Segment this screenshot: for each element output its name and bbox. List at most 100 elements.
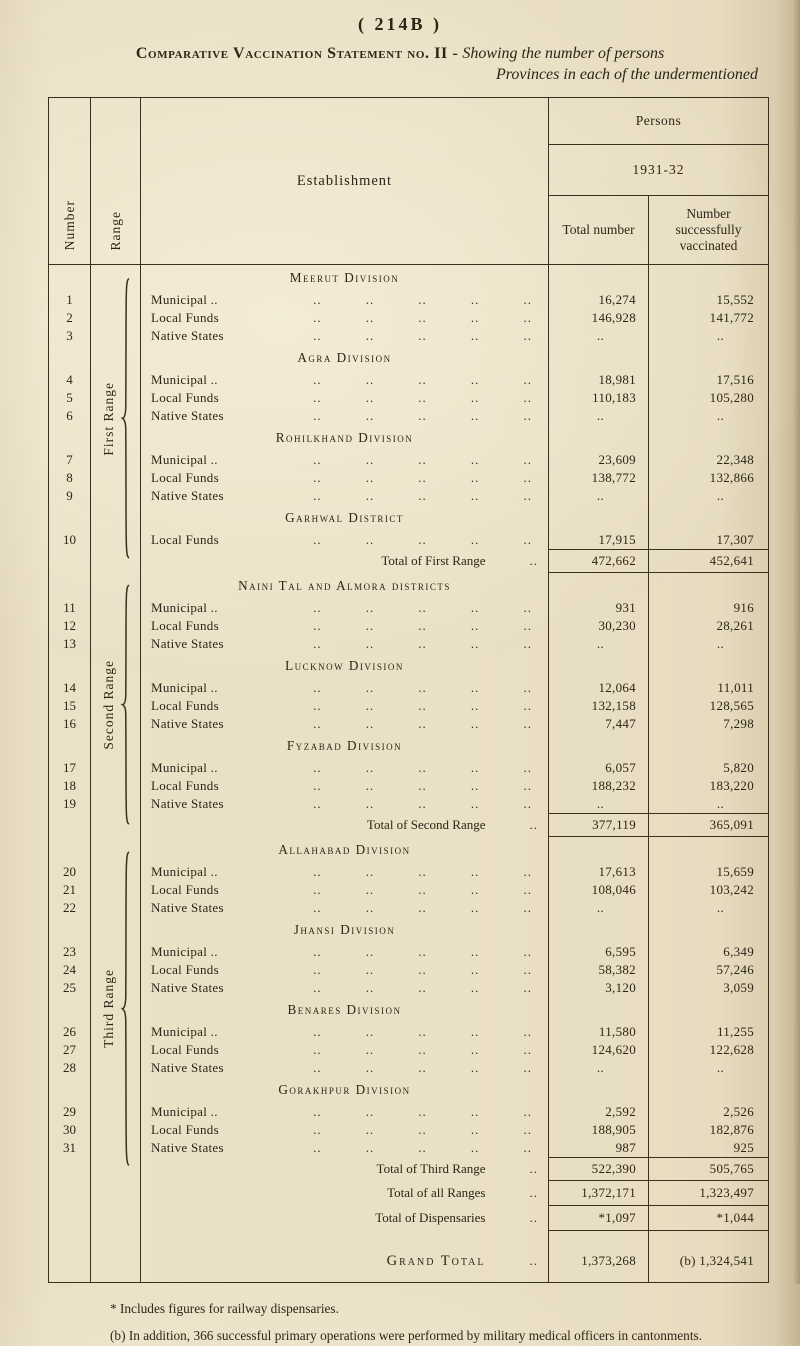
total-number-cell [548, 505, 649, 531]
section-heading-row: Jhansi Division [48, 917, 769, 943]
dot-leader: .. [313, 532, 322, 548]
total-number-cell: 188,232 [548, 777, 649, 795]
dot-leader: .. [470, 470, 480, 485]
section-heading-row: Agra Division [48, 345, 769, 371]
range-total-row: Total of Third Range.. 522,390 505,765 [48, 1157, 769, 1181]
dot-leader: .. [523, 390, 532, 405]
dot-leader: .. [418, 778, 427, 793]
range-total-row: Total of First Range.. 472,662 452,641 [48, 549, 769, 573]
dot-leader: .. [470, 1060, 480, 1075]
summary-label: Total of all Ranges [387, 1185, 486, 1200]
dot-leader: .. [470, 680, 480, 695]
dot-leader: .. [470, 980, 480, 995]
successful-number-cell [649, 505, 769, 531]
successful-number-cell: 15,659 [716, 864, 755, 879]
dot-leader: .. [313, 292, 322, 307]
row-number [48, 813, 91, 837]
total-number-cell: 11,580 [548, 1023, 649, 1041]
dot-leader: .. [470, 944, 480, 959]
dot-leader: .. [523, 962, 532, 977]
dot-leader: .. [365, 532, 375, 548]
row-number: 30 [48, 1121, 91, 1139]
total-number-cell: *1,097 [548, 1205, 649, 1231]
total-number-cell: 1,372,171 [548, 1180, 649, 1206]
col-header-establishment: Establishment [140, 97, 549, 265]
row-number [48, 425, 91, 451]
dot-leader: .. [418, 636, 427, 651]
dot-leader: .. [523, 900, 532, 915]
successful-number-cell [649, 345, 769, 371]
successful-number-cell: 6,349 [723, 944, 755, 959]
dot-leader: .. [529, 1252, 538, 1268]
establishment-flex: Local Funds.......... [141, 1042, 548, 1058]
total-number-cell [548, 997, 649, 1023]
row-number: 14 [48, 679, 91, 697]
successful-number-cell: 122,628 [709, 1042, 755, 1057]
section-heading-row: Gorakhpur Division [48, 1077, 769, 1103]
table-row: 2 Local Funds.......... 146,928 141,772 [48, 309, 769, 327]
range-label: Third Range [100, 969, 116, 1048]
establishment-label: Local Funds [151, 390, 219, 405]
row-number: 18 [48, 777, 91, 795]
dot-leader: .. [523, 760, 532, 775]
row-number: 2 [48, 309, 91, 327]
dot-leader: .. [313, 680, 322, 695]
establishment-cell: Native States.......... [140, 795, 549, 814]
establishment-label: Municipal .. [151, 1024, 218, 1039]
dot-leader: .. [523, 1024, 532, 1039]
dot-leader: .. [313, 600, 322, 615]
establishment-cell: Local Funds.......... [140, 961, 549, 979]
dot-leader: .. [365, 618, 375, 633]
section-heading-row: Garhwal District [48, 505, 769, 531]
range-group-cell: First Range [90, 264, 141, 573]
row-number [48, 1077, 91, 1103]
dot-leader: .. [365, 1024, 375, 1039]
row-number: 6 [48, 407, 91, 425]
establishment-cell: Native States.......... [140, 635, 549, 653]
establishment-cell: Local Funds.......... [140, 777, 549, 795]
table-row: 3 Native States.............. [48, 327, 769, 345]
successful-number-cell: 505,765 [648, 1157, 769, 1181]
dot-leader: .. [418, 882, 427, 897]
dot-leader: .. [313, 1060, 322, 1075]
dot-leader: .. [313, 980, 322, 995]
establishment-cell: Municipal ............ [140, 599, 549, 617]
dot-leader: .. [418, 452, 427, 467]
establishment-flex: Local Funds.......... [141, 962, 548, 978]
section-heading-row: Fyzabad Division [48, 733, 769, 759]
successful-number-cell: 17,307 [716, 532, 755, 547]
total-number-cell: 12,064 [548, 679, 649, 697]
establishment-label: Local Funds [151, 698, 219, 713]
dot-leader: .. [470, 698, 480, 713]
establishment-flex: Native States.......... [141, 716, 548, 732]
section-heading: Rohilkhand Division [140, 425, 549, 451]
establishment-label: Local Funds [151, 1042, 219, 1057]
establishment-label: Municipal .. [151, 600, 218, 615]
row-number [48, 1157, 91, 1181]
table-header: Number Range Establishment Persons 1931-… [48, 97, 769, 265]
range-column-spacer [90, 1230, 141, 1283]
establishment-label: Municipal .. [151, 864, 218, 879]
dot-leader: .. [529, 1161, 538, 1176]
table-row: 18 Local Funds.......... 188,232 183,220 [48, 777, 769, 795]
total-number-cell: 17,915 [548, 531, 649, 550]
footnote-military: (b) In addition, 366 successful primary … [110, 1327, 703, 1343]
section-heading-row: Third Range Allahabad Division [48, 836, 769, 1181]
row-number: 24 [48, 961, 91, 979]
row-number: 7 [48, 451, 91, 469]
total-number-cell: 188,905 [548, 1121, 649, 1139]
establishment-label: Municipal .. [151, 372, 218, 387]
establishment-flex: Municipal ............ [141, 760, 548, 776]
establishment-flex: Native States.......... [141, 900, 548, 916]
dot-leader: .. [523, 488, 532, 503]
successful-number-cell: 105,280 [709, 390, 755, 405]
row-number: 20 [48, 863, 91, 881]
successful-number-cell [649, 425, 769, 451]
total-number-cell [548, 917, 649, 943]
table-row: 27 Local Funds.......... 124,620 122,628 [48, 1041, 769, 1059]
table-row: 1 Municipal ............ 16,274 15,552 [48, 291, 769, 309]
row-number: 27 [48, 1041, 91, 1059]
total-number-cell: .. [548, 1059, 649, 1077]
table-row: 24 Local Funds.......... 58,382 57,246 [48, 961, 769, 979]
dot-leader: .. [313, 310, 322, 325]
